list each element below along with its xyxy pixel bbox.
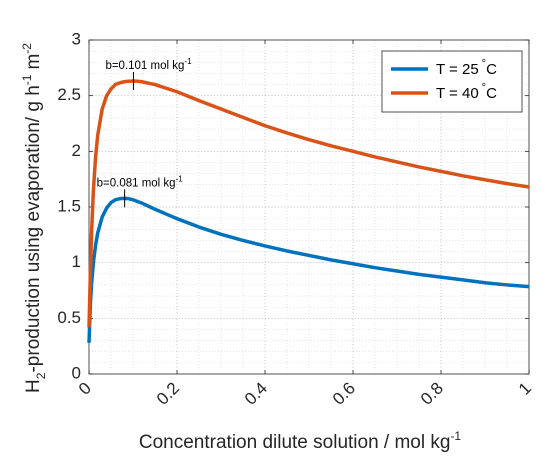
legend-box xyxy=(381,50,523,113)
peak-annotation-sup: -1 xyxy=(176,174,184,183)
y-tick-label: 1 xyxy=(72,252,81,271)
x-axis-label: Concentration dilute solution / mol kg-1 xyxy=(139,429,462,453)
y-axis-label-sup1: -1 xyxy=(20,74,34,85)
series-line-2 xyxy=(87,79,530,328)
legend-label-series-2-main: T = 40 xyxy=(436,85,479,102)
legend-label-series-2-unit: C xyxy=(486,85,497,102)
y-tick-labels: 0 0.5 1 1.5 2 2.5 3 xyxy=(57,29,81,382)
y-tick-label: 0 xyxy=(72,363,81,382)
y-axis-label-unit2: m xyxy=(23,54,44,70)
peak-annotation-text: b=0.101 mol kg xyxy=(105,60,184,72)
legend-label-series-1-main: T = 25 xyxy=(436,61,479,78)
y-axis-label-sup2: -2 xyxy=(20,43,34,54)
y-tick-label: 2 xyxy=(72,141,81,160)
legend-label-series-1: T = 25 °C xyxy=(436,58,497,78)
series-layer xyxy=(87,79,530,343)
y-tick-label: 1.5 xyxy=(57,196,81,215)
peak-annotation-sup: -1 xyxy=(184,57,192,66)
x-axis-label-text: Concentration dilute solution / mol kg xyxy=(139,432,451,453)
y-tick-label: 2.5 xyxy=(57,85,81,104)
legend-label-series-1-unit: C xyxy=(486,61,497,78)
legend-label-series-2: T = 40 °C xyxy=(436,82,497,102)
y-axis-label-prefix: H xyxy=(23,379,44,393)
major-grid xyxy=(89,40,529,374)
y-axis-label: H2-production using evaporation/ g h-1 m-… xyxy=(20,43,48,393)
y-tick-label: 0.5 xyxy=(57,308,81,327)
x-axis-label-sup: -1 xyxy=(450,429,461,443)
y-axis-label-sub: 2 xyxy=(34,372,48,379)
peak-annotation-text: b=0.081 mol kg xyxy=(97,177,176,189)
y-tick-label: 3 xyxy=(72,29,81,48)
peak-annotation-2: b=0.081 mol kg-1 xyxy=(97,174,184,189)
peak-annotation-1: b=0.101 mol kg-1 xyxy=(105,57,192,72)
legend-label-series-2-sup: ° xyxy=(482,82,486,94)
legend-label-series-1-sup: ° xyxy=(482,58,486,70)
annotations: b=0.101 mol kg-1b=0.081 mol kg-1 xyxy=(97,57,192,208)
series-line-1 xyxy=(87,196,530,343)
y-axis-label-middle: -production using evaporation/ g h xyxy=(23,85,44,372)
minor-grid xyxy=(89,40,529,374)
legend: T = 25 °C T = 40 °C xyxy=(381,50,523,113)
